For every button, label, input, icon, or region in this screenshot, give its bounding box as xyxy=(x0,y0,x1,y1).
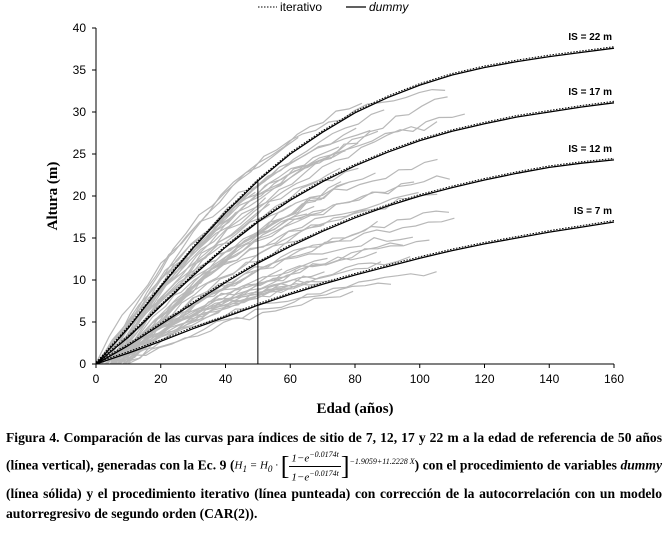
legend: iterativo dummy xyxy=(258,0,409,14)
x-tick-label: 60 xyxy=(284,372,298,386)
y-tick-label: 10 xyxy=(73,273,87,287)
eq-den-exp: −0.0174t xyxy=(309,468,339,478)
observed-profile-line xyxy=(116,235,312,365)
observed-profile-line xyxy=(98,167,359,362)
observed-profile-line xyxy=(118,130,379,365)
curve-label: IS = 7 m xyxy=(574,206,612,217)
eq-num-exp: −0.0174t xyxy=(309,450,339,459)
observed-profile-line xyxy=(112,280,333,365)
legend-iterative-label: iterativo xyxy=(280,0,322,14)
observed-profile-line xyxy=(127,283,322,365)
figure-caption: Figura 4. Comparación de las curvas para… xyxy=(6,428,662,524)
observed-profile-line xyxy=(106,167,341,365)
observed-profile-line xyxy=(95,168,278,364)
caption-dummy-word: dummy xyxy=(620,457,662,473)
y-tick-label: 35 xyxy=(73,63,87,77)
observed-profile-line xyxy=(124,210,450,365)
y-tick-label: 5 xyxy=(79,315,86,329)
iterative-curve-line xyxy=(95,157,615,363)
observed-profile-line xyxy=(111,142,359,365)
dummy-curve-line xyxy=(95,221,615,365)
legend-dummy-label: dummy xyxy=(369,0,409,14)
y-tick-label: 30 xyxy=(73,105,87,119)
observed-profile-line xyxy=(112,175,450,365)
caption-part1: Figura 4. Comparación de las curvas para… xyxy=(6,430,662,473)
observed-profile-line xyxy=(119,290,354,365)
x-tick-label: 140 xyxy=(539,372,559,386)
observed-profile-line xyxy=(115,102,363,365)
x-tick-label: 0 xyxy=(93,372,100,386)
y-tick-label: 25 xyxy=(73,147,87,161)
y-tick-label: 0 xyxy=(79,357,86,371)
equation: H1 = H0 · [1−e−0.0174t 1−e−0.0174t]−1.905… xyxy=(234,450,415,484)
dummy-curve-line xyxy=(95,159,615,365)
eq-h1: H xyxy=(234,459,243,472)
eq-outer-exp: −1.9059+11.2228 X xyxy=(349,457,415,467)
observed-profile-line xyxy=(109,271,254,365)
y-tick-label: 20 xyxy=(73,189,87,203)
caption-part3: (línea sólida) y el procedimiento iterat… xyxy=(6,486,662,522)
y-tick-label: 15 xyxy=(73,231,87,245)
observed-profile-line xyxy=(114,113,465,365)
observed-profile-line xyxy=(107,88,446,362)
x-axis-label: Edad (años) xyxy=(316,401,393,417)
x-tick-label: 120 xyxy=(474,372,494,386)
x-tick-label: 160 xyxy=(604,372,624,386)
eq-den: 1−e xyxy=(291,471,310,484)
observed-profile-line xyxy=(118,220,378,364)
curve-label: IS = 17 m xyxy=(568,87,612,98)
observed-profile-line xyxy=(116,172,376,362)
x-tick-label: 80 xyxy=(348,372,362,386)
caption-part2: ) con el procedimiento de variables xyxy=(414,457,621,473)
iterative-curve-line xyxy=(95,46,615,363)
y-axis-label: Altura (m) xyxy=(45,162,61,231)
observed-profile-line xyxy=(117,242,404,365)
iterative-curve-line xyxy=(95,100,615,363)
x-tick-label: 20 xyxy=(154,372,168,386)
curve-labels: IS = 22 m IS = 17 m IS = 12 m IS = 7 m xyxy=(568,32,612,217)
observed-profiles xyxy=(95,88,465,365)
observed-profile-line xyxy=(118,239,430,365)
x-tick-label: 100 xyxy=(410,372,430,386)
ticks: 0 20 40 60 80 100 120 140 160 0 5 10 15 20 25 30 35 40 xyxy=(73,21,625,386)
observed-profile-line xyxy=(120,181,342,363)
eq-num: 1−e xyxy=(291,452,310,465)
chart-area: 0 20 40 60 80 100 120 140 160 0 5 10 15 20 25 30 35 40 IS… xyxy=(45,0,625,417)
observed-profile-line xyxy=(120,191,419,363)
curve-label: IS = 12 m xyxy=(568,144,612,155)
observed-profile-line xyxy=(125,271,437,363)
dummy-curve-line xyxy=(95,102,615,365)
x-tick-label: 40 xyxy=(219,372,233,386)
curve-label: IS = 22 m xyxy=(568,32,612,43)
dummy-curve-line xyxy=(95,47,615,365)
y-tick-label: 40 xyxy=(73,21,87,35)
site-index-curves xyxy=(95,46,615,365)
iterative-curve-line xyxy=(95,220,615,363)
